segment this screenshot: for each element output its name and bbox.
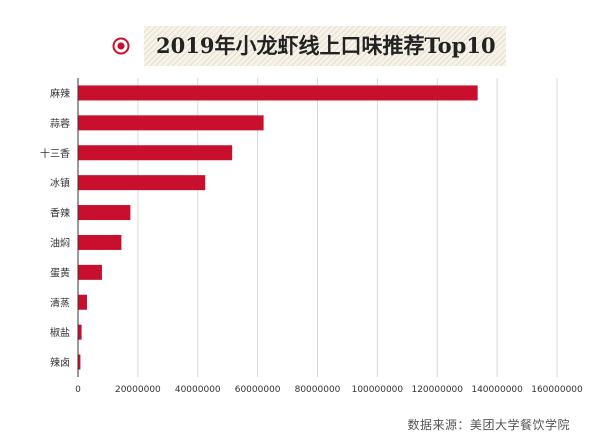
x-tick-label: 0 bbox=[75, 385, 81, 395]
category-label: 椒盐 bbox=[50, 326, 70, 339]
category-label: 清蒸 bbox=[50, 296, 70, 309]
category-label: 十三香 bbox=[40, 147, 70, 160]
bar-5 bbox=[78, 234, 122, 250]
chart-title: 2019年小龙虾线上口味推荐Top10 bbox=[144, 26, 506, 66]
category-label: 蒜蓉 bbox=[50, 117, 70, 130]
bar-3 bbox=[78, 175, 206, 191]
bar-8 bbox=[78, 324, 82, 340]
chart-title-block: 2019年小龙虾线上口味推荐Top10 bbox=[112, 26, 506, 66]
category-label: 麻辣 bbox=[50, 87, 70, 100]
x-tick-label: 80000000 bbox=[295, 385, 341, 395]
category-label: 辣卤 bbox=[50, 356, 70, 369]
bar-4 bbox=[78, 205, 131, 221]
bar-0 bbox=[78, 85, 478, 101]
x-tick-labels: 0 20000000 40000000 60000000 80000000 1000000… bbox=[75, 385, 583, 395]
bar-7 bbox=[78, 294, 87, 310]
data-source-note: 数据来源：美团大学餐饮学院 bbox=[407, 418, 570, 432]
bar-9 bbox=[78, 354, 81, 370]
x-tick-label: 20000000 bbox=[115, 385, 161, 395]
category-label: 油焖 bbox=[50, 236, 70, 249]
bars bbox=[78, 85, 478, 370]
category-label: 香辣 bbox=[50, 207, 70, 220]
x-tick-label: 40000000 bbox=[175, 385, 221, 395]
x-tick-label: 60000000 bbox=[235, 385, 281, 395]
target-bullet-icon bbox=[112, 37, 130, 55]
category-label: 冰镇 bbox=[50, 177, 70, 190]
x-tick-label: 120000000 bbox=[411, 385, 463, 395]
bar-6 bbox=[78, 264, 102, 280]
x-tick-label: 160000000 bbox=[531, 385, 583, 395]
category-label: 蛋黄 bbox=[50, 266, 70, 279]
bar-1 bbox=[78, 115, 264, 131]
bar-2 bbox=[78, 145, 233, 161]
x-tick-label: 100000000 bbox=[352, 385, 404, 395]
x-tick-label: 140000000 bbox=[471, 385, 523, 395]
